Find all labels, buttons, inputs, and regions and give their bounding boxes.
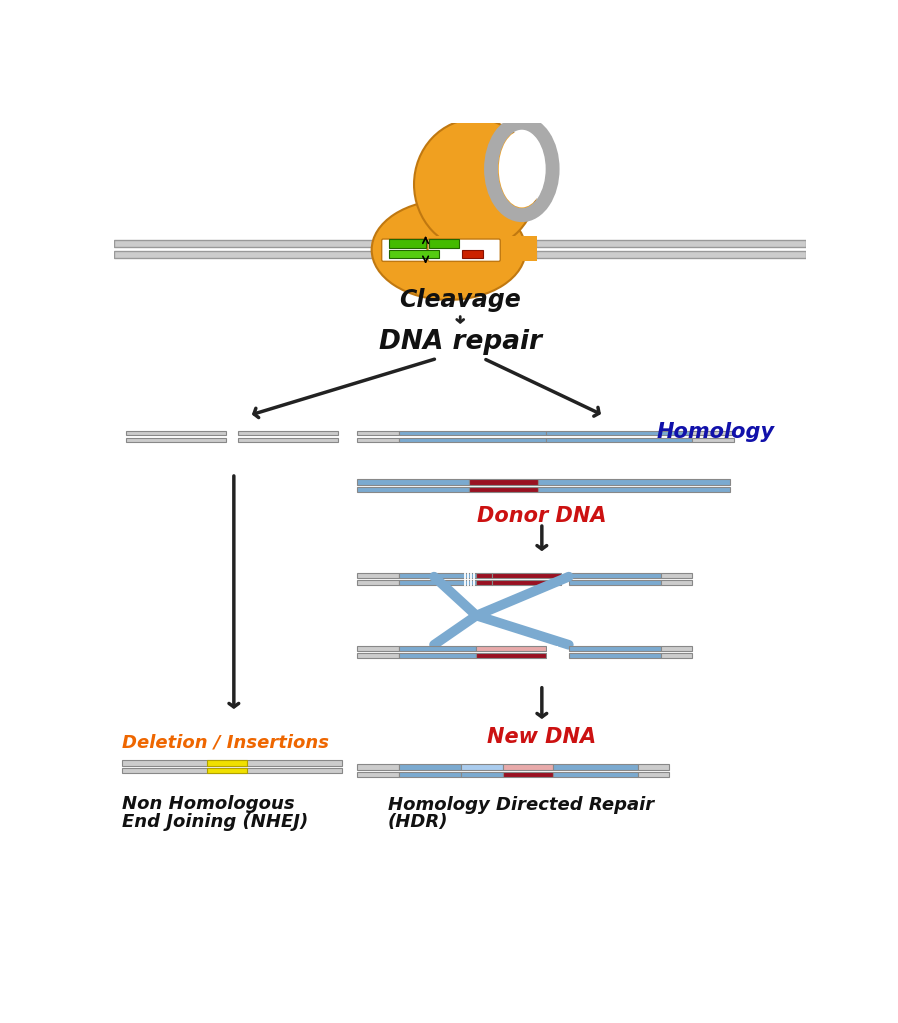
- Bar: [115, 251, 384, 258]
- Bar: [357, 487, 469, 492]
- Bar: [692, 431, 735, 436]
- Bar: [661, 573, 692, 578]
- Bar: [115, 239, 384, 247]
- Bar: [546, 431, 692, 436]
- Bar: [126, 438, 226, 442]
- Bar: [400, 647, 477, 651]
- Bar: [357, 772, 400, 777]
- Bar: [661, 654, 692, 658]
- Bar: [536, 239, 806, 247]
- Bar: [207, 760, 247, 765]
- Bar: [357, 479, 469, 485]
- Bar: [492, 573, 561, 578]
- Bar: [469, 487, 538, 492]
- Bar: [461, 772, 504, 777]
- Bar: [568, 580, 661, 585]
- Bar: [638, 772, 669, 777]
- Bar: [557, 646, 558, 659]
- Bar: [462, 250, 483, 258]
- Bar: [477, 647, 546, 651]
- Bar: [357, 573, 400, 578]
- Bar: [390, 250, 439, 258]
- Bar: [390, 239, 427, 248]
- Bar: [477, 573, 492, 578]
- Bar: [504, 772, 553, 777]
- Ellipse shape: [372, 199, 525, 300]
- Bar: [357, 764, 400, 769]
- Bar: [553, 772, 638, 777]
- Bar: [122, 768, 341, 773]
- Ellipse shape: [414, 119, 537, 250]
- Bar: [357, 647, 400, 651]
- Bar: [553, 646, 555, 659]
- Bar: [400, 764, 461, 769]
- Bar: [550, 646, 552, 659]
- Bar: [400, 438, 546, 442]
- Text: Homology: Homology: [657, 421, 775, 442]
- Text: End Joining (NHEJ): End Joining (NHEJ): [122, 812, 308, 831]
- Bar: [207, 768, 247, 773]
- Bar: [536, 251, 806, 258]
- Bar: [357, 580, 400, 585]
- Bar: [467, 573, 469, 585]
- FancyBboxPatch shape: [427, 239, 500, 261]
- Bar: [473, 573, 475, 585]
- Bar: [429, 239, 459, 248]
- Text: (HDR): (HDR): [388, 813, 448, 832]
- Bar: [400, 431, 546, 436]
- Bar: [492, 580, 561, 585]
- Text: New DNA: New DNA: [488, 727, 596, 747]
- Bar: [122, 760, 341, 765]
- Bar: [400, 580, 477, 585]
- Bar: [568, 573, 661, 578]
- Bar: [568, 647, 661, 651]
- Bar: [126, 431, 226, 436]
- Text: Donor DNA: Donor DNA: [477, 506, 606, 526]
- Bar: [547, 646, 549, 659]
- Bar: [477, 580, 492, 585]
- Ellipse shape: [498, 131, 545, 208]
- Bar: [400, 654, 477, 658]
- Text: Cleavage: Cleavage: [400, 288, 521, 312]
- Bar: [638, 764, 669, 769]
- Bar: [553, 764, 638, 769]
- Text: Homology Directed Repair: Homology Directed Repair: [388, 796, 654, 813]
- Bar: [661, 647, 692, 651]
- Bar: [238, 431, 338, 436]
- Bar: [546, 438, 692, 442]
- Bar: [469, 479, 538, 485]
- Bar: [387, 236, 537, 261]
- Bar: [357, 438, 400, 442]
- Bar: [461, 764, 504, 769]
- Bar: [504, 764, 553, 769]
- Bar: [357, 654, 400, 658]
- Bar: [238, 438, 338, 442]
- Text: DNA repair: DNA repair: [379, 329, 541, 355]
- FancyBboxPatch shape: [382, 239, 427, 261]
- Bar: [357, 431, 400, 436]
- Bar: [400, 772, 461, 777]
- Bar: [568, 654, 661, 658]
- Bar: [692, 438, 735, 442]
- Bar: [477, 654, 546, 658]
- Bar: [661, 580, 692, 585]
- Bar: [400, 573, 477, 578]
- Text: Non Homologous: Non Homologous: [122, 795, 295, 813]
- Bar: [538, 479, 730, 485]
- Text: Deletion / Insertions: Deletion / Insertions: [122, 733, 330, 751]
- Bar: [464, 573, 466, 585]
- Bar: [538, 487, 730, 492]
